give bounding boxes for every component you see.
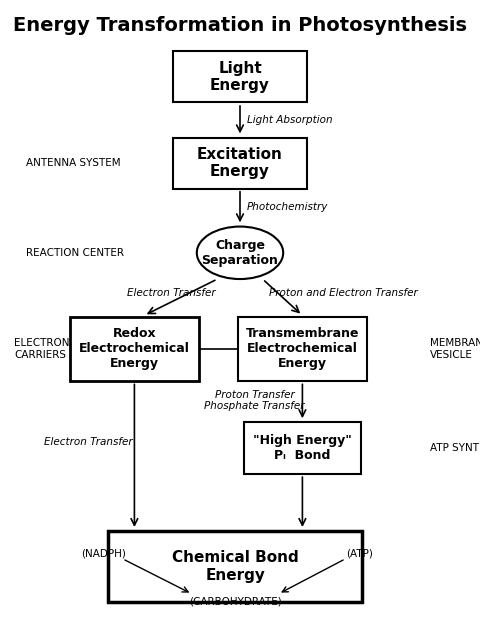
Text: Light Absorption: Light Absorption — [247, 115, 333, 125]
Text: (NADPH): (NADPH) — [81, 548, 126, 559]
Text: ATP SYNTHASE: ATP SYNTHASE — [430, 443, 480, 453]
Text: (CARBOHYDRATE): (CARBOHYDRATE) — [189, 596, 282, 607]
Text: Chemical Bond
Energy: Chemical Bond Energy — [172, 550, 299, 582]
FancyBboxPatch shape — [70, 317, 199, 381]
Text: REACTION CENTER: REACTION CENTER — [26, 248, 124, 258]
Text: Electron Transfer: Electron Transfer — [127, 288, 216, 298]
Text: Transmembrane
Electrochemical
Energy: Transmembrane Electrochemical Energy — [246, 327, 359, 371]
FancyBboxPatch shape — [238, 317, 367, 381]
Text: Electron Transfer: Electron Transfer — [45, 436, 133, 447]
Ellipse shape — [197, 227, 283, 279]
Text: ELECTRON
CARRIERS: ELECTRON CARRIERS — [14, 338, 70, 360]
Text: Light
Energy: Light Energy — [210, 61, 270, 93]
Text: Redox
Electrochemical
Energy: Redox Electrochemical Energy — [79, 327, 190, 371]
Text: Proton Transfer
Phosphate Transfer: Proton Transfer Phosphate Transfer — [204, 390, 305, 412]
Text: Charge
Separation: Charge Separation — [202, 239, 278, 267]
Text: "High Energy"
Pᵢ  Bond: "High Energy" Pᵢ Bond — [253, 434, 352, 462]
FancyBboxPatch shape — [173, 138, 307, 189]
FancyBboxPatch shape — [244, 422, 361, 474]
FancyBboxPatch shape — [108, 531, 362, 602]
Text: Energy Transformation in Photosynthesis: Energy Transformation in Photosynthesis — [13, 16, 467, 35]
Text: (ATP): (ATP) — [347, 548, 373, 559]
Text: ANTENNA SYSTEM: ANTENNA SYSTEM — [26, 158, 121, 168]
Text: Excitation
Energy: Excitation Energy — [197, 147, 283, 179]
FancyBboxPatch shape — [173, 51, 307, 102]
Text: Photochemistry: Photochemistry — [247, 202, 329, 212]
Text: Proton and Electron Transfer: Proton and Electron Transfer — [269, 288, 418, 298]
Text: MEMBRANE
VESICLE: MEMBRANE VESICLE — [430, 338, 480, 360]
